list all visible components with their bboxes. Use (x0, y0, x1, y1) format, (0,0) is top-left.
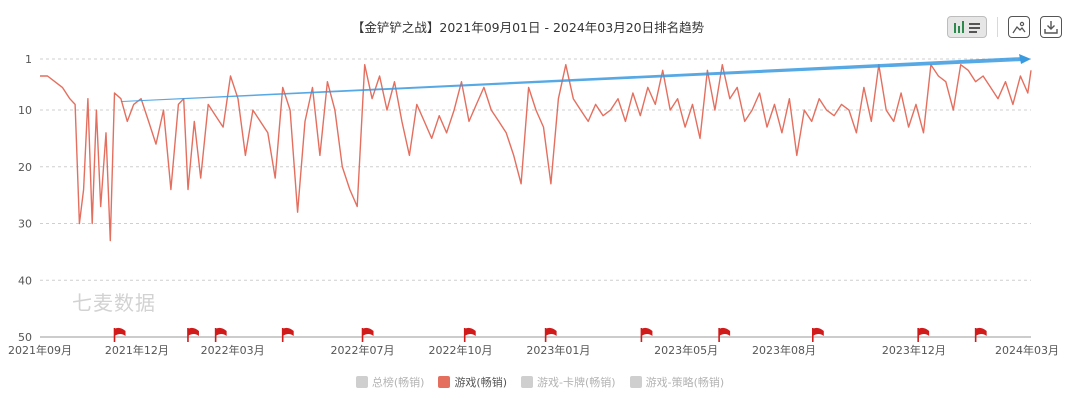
event-flag-icon[interactable] (214, 327, 227, 342)
x-tick-label: 2023年05月 (654, 343, 718, 357)
legend-label: 游戏-卡牌(畅销) (537, 376, 616, 389)
x-tick-label: 2021年09月 (8, 343, 72, 357)
y-tick-label: 40 (18, 274, 32, 287)
event-flag-icon[interactable] (917, 327, 930, 342)
legend-label: 总榜(畅销) (371, 376, 425, 389)
chart-legend: 总榜(畅销) 游戏(畅销) 游戏-卡牌(畅销) 游戏-策略(畅销) (0, 374, 1080, 390)
event-flag-icon[interactable] (361, 327, 374, 342)
legend-item-strategy-game-grossing[interactable]: 游戏-策略(畅销) (629, 374, 725, 390)
event-flag-icon[interactable] (463, 327, 476, 342)
legend-label: 游戏(畅销) (454, 376, 508, 389)
event-flag-icon[interactable] (544, 327, 557, 342)
legend-swatch (438, 376, 451, 388)
y-tick-label: 50 (18, 331, 32, 344)
x-tick-label: 2021年12月 (105, 343, 169, 357)
chart-toolbar (947, 16, 1062, 38)
y-tick-label: 10 (18, 104, 32, 117)
event-flag-icon[interactable] (974, 327, 987, 342)
legend-item-overall-grossing[interactable]: 总榜(畅销) (355, 374, 425, 390)
trend-line (120, 57, 1024, 103)
y-tick-label: 1 (25, 53, 32, 66)
event-flag-icon[interactable] (187, 327, 199, 342)
series-line-game-grossing (39, 63, 1032, 242)
y-tick-label: 20 (18, 161, 32, 174)
event-flag-icon[interactable] (811, 327, 824, 342)
event-flag-icon[interactable] (640, 327, 653, 342)
legend-swatch (521, 376, 534, 388)
x-tick-label: 2023年01月 (526, 343, 590, 357)
toolbar-separator (997, 17, 998, 37)
save-image-button[interactable] (1008, 16, 1030, 38)
x-tick-label: 2023年12月 (882, 343, 946, 357)
download-button[interactable] (1040, 16, 1062, 38)
x-tick-label: 2024年03月 (995, 343, 1059, 357)
bar-line-toggle-button[interactable] (947, 16, 987, 38)
y-axis-ticks: 1 10 20 30 40 50 (18, 53, 32, 344)
watermark-logo: 七麦数据 (72, 291, 156, 315)
x-tick-label: 2022年10月 (428, 343, 492, 357)
save-image-icon (1012, 21, 1026, 34)
x-tick-label: 2022年03月 (201, 343, 265, 357)
legend-swatch (355, 376, 368, 388)
event-flag-icon[interactable] (113, 327, 126, 342)
event-flag-icon[interactable] (718, 327, 731, 342)
legend-item-card-game-grossing[interactable]: 游戏-卡牌(畅销) (521, 374, 616, 390)
trend-arrow (120, 54, 1031, 103)
x-tick-label: 2023年08月 (752, 343, 816, 357)
x-axis-ticks: 2021年09月 2021年12月 2022年03月 2022年07月 2022年10月… (8, 343, 1059, 357)
event-flag-icon[interactable] (281, 327, 294, 342)
bar-line-toggle-icon (954, 21, 980, 33)
download-icon (1044, 21, 1058, 34)
x-tick-label: 2022年07月 (331, 343, 395, 357)
chart-title: 【金铲铲之战】2021年09月01日 - 2024年03月20日排名趋势 (352, 20, 705, 35)
legend-item-game-grossing[interactable]: 游戏(畅销) (438, 374, 507, 390)
series-line (40, 63, 1032, 242)
legend-swatch (629, 376, 642, 388)
grid-lines (40, 58, 1031, 281)
y-tick-label: 30 (18, 218, 32, 231)
trend-arrowhead (1019, 54, 1031, 64)
event-flags (113, 327, 987, 342)
legend-label: 游戏-策略(畅销) (645, 376, 725, 389)
